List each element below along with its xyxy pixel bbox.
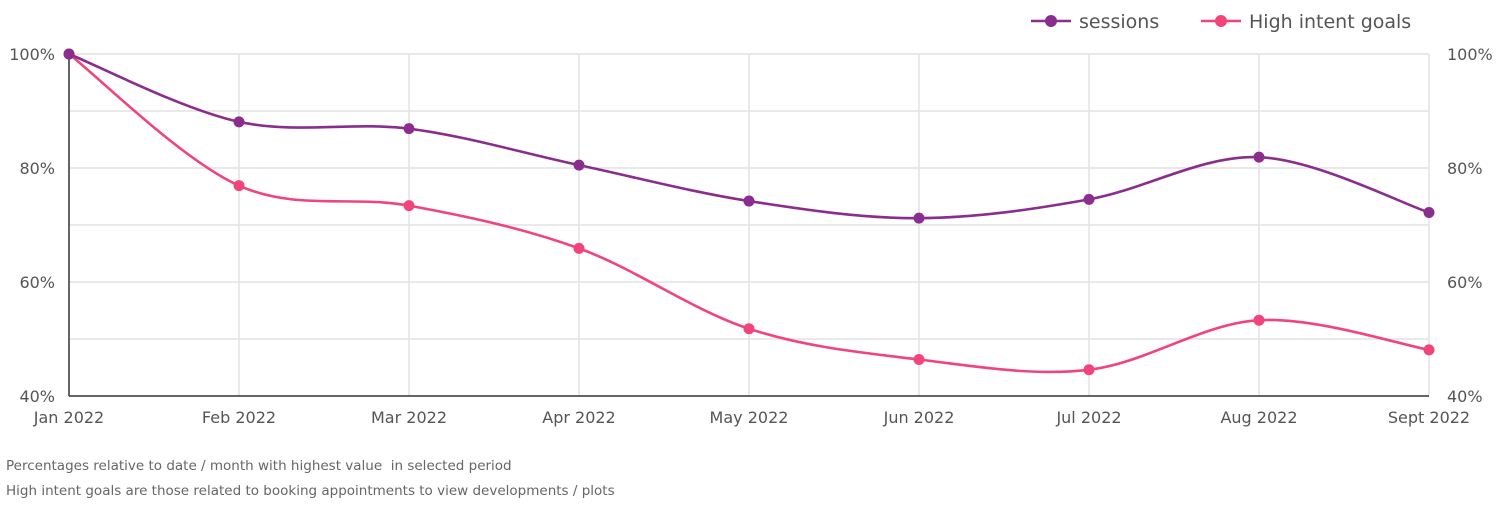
x-tick-label: Mar 2022 bbox=[371, 408, 447, 427]
data-point bbox=[1423, 206, 1435, 218]
data-point bbox=[743, 323, 755, 335]
line-chart: 40% 40% 60% 60% 80% 80% 100% 100% Jan 2022 Feb 20… bbox=[9, 11, 1493, 427]
x-tick-label: Sept 2022 bbox=[1388, 408, 1470, 427]
data-point bbox=[573, 159, 585, 171]
data-point bbox=[573, 242, 585, 254]
data-point bbox=[913, 212, 925, 224]
x-tick-label: Jul 2022 bbox=[1055, 408, 1121, 427]
legend-marker bbox=[1045, 15, 1057, 27]
y2-tick-label: 100% bbox=[1447, 45, 1493, 64]
x-tick-label: Feb 2022 bbox=[202, 408, 276, 427]
y-tick-label: 80% bbox=[19, 159, 55, 178]
series-points bbox=[63, 48, 1435, 376]
data-point bbox=[403, 123, 415, 135]
data-point bbox=[233, 180, 245, 192]
x-tick-label: Jun 2022 bbox=[883, 408, 955, 427]
data-point bbox=[1253, 151, 1265, 163]
y2-tick-label: 80% bbox=[1447, 159, 1483, 178]
axes bbox=[68, 54, 1429, 397]
tick-labels: 40% 40% 60% 60% 80% 80% 100% 100% Jan 2022 Feb 20… bbox=[9, 45, 1493, 427]
data-point bbox=[913, 354, 925, 366]
x-tick-label: Aug 2022 bbox=[1220, 408, 1297, 427]
legend-marker bbox=[1215, 15, 1227, 27]
y-tick-label: 40% bbox=[19, 387, 55, 406]
data-point bbox=[1423, 344, 1435, 356]
legend-label: sessions bbox=[1079, 11, 1159, 33]
footnote-percentages: Percentages relative to date / month wit… bbox=[6, 458, 512, 474]
data-point bbox=[1083, 364, 1095, 376]
legend: sessions High intent goals bbox=[1031, 11, 1411, 33]
legend-label: High intent goals bbox=[1249, 11, 1411, 33]
data-point bbox=[1253, 314, 1265, 326]
y2-tick-label: 40% bbox=[1447, 387, 1483, 406]
data-point bbox=[403, 200, 415, 212]
y-tick-label: 60% bbox=[19, 273, 55, 292]
x-tick-label: Apr 2022 bbox=[542, 408, 615, 427]
x-tick-label: Jan 2022 bbox=[33, 408, 104, 427]
y-tick-label: 100% bbox=[9, 45, 55, 64]
data-point bbox=[63, 48, 75, 60]
data-point bbox=[743, 195, 755, 207]
data-point bbox=[1083, 193, 1095, 205]
footnote-high-intent: High intent goals are those related to b… bbox=[6, 483, 615, 499]
data-point bbox=[233, 116, 245, 128]
y2-tick-label: 60% bbox=[1447, 273, 1483, 292]
grid-lines bbox=[69, 53, 1430, 396]
x-tick-label: May 2022 bbox=[710, 408, 789, 427]
